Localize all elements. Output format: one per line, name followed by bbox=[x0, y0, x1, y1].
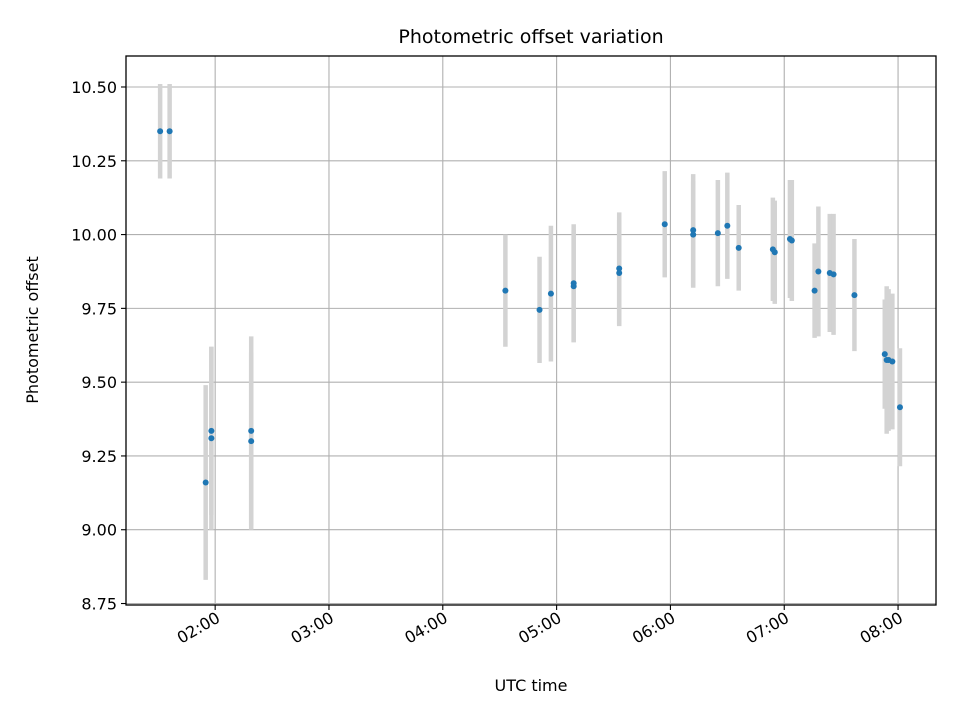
data-point bbox=[570, 283, 577, 290]
data-point bbox=[896, 404, 903, 411]
data-point bbox=[881, 351, 888, 358]
data-point bbox=[536, 306, 543, 313]
data-point bbox=[771, 249, 778, 256]
plot-frame bbox=[125, 55, 937, 606]
y-axis: 8.75 9.00 9.25 9.50 9.75 10.00 10.25 10.50 bbox=[71, 78, 126, 614]
data-point bbox=[208, 427, 215, 434]
x-tick-label: 04:00 bbox=[401, 608, 450, 648]
data-point bbox=[690, 227, 697, 234]
data-point bbox=[166, 128, 173, 135]
data-point bbox=[157, 128, 164, 135]
data-point bbox=[616, 269, 623, 276]
y-tick-label: 9.50 bbox=[81, 373, 117, 392]
data-point bbox=[661, 221, 668, 228]
error-bars bbox=[157, 84, 903, 580]
data-point bbox=[690, 231, 697, 238]
data-points bbox=[157, 128, 903, 486]
x-tick-label: 06:00 bbox=[629, 608, 678, 648]
x-axis-label: UTC time bbox=[495, 676, 568, 695]
x-tick-label: 02:00 bbox=[174, 608, 223, 648]
data-point bbox=[547, 290, 554, 297]
data-point bbox=[502, 287, 509, 294]
y-tick-label: 9.25 bbox=[81, 447, 117, 466]
data-point bbox=[724, 222, 731, 229]
y-tick-label: 10.50 bbox=[71, 78, 117, 97]
x-axis: 02:00 03:00 04:00 05:00 06:00 07:00 08:00 bbox=[174, 605, 906, 648]
grid bbox=[126, 56, 936, 605]
data-point bbox=[208, 435, 215, 442]
data-point bbox=[616, 265, 623, 272]
y-tick-label: 9.75 bbox=[81, 299, 117, 318]
data-point bbox=[714, 230, 721, 237]
data-point bbox=[202, 479, 209, 486]
x-tick-label: 07:00 bbox=[743, 608, 792, 648]
data-point bbox=[788, 237, 795, 244]
x-tick-label: 03:00 bbox=[288, 608, 337, 648]
data-point bbox=[248, 438, 255, 445]
y-tick-label: 8.75 bbox=[81, 595, 117, 614]
data-point bbox=[889, 358, 896, 365]
y-tick-label: 9.00 bbox=[81, 521, 117, 540]
data-point bbox=[811, 287, 818, 294]
data-point bbox=[248, 427, 255, 434]
y-tick-label: 10.25 bbox=[71, 152, 117, 171]
y-tick-label: 10.00 bbox=[71, 226, 117, 245]
chart-title: Photometric offset variation bbox=[398, 26, 663, 48]
y-axis-label: Photometric offset bbox=[23, 256, 42, 404]
data-point bbox=[815, 268, 822, 275]
x-tick-label: 08:00 bbox=[857, 608, 906, 648]
data-point bbox=[851, 292, 858, 299]
data-point bbox=[830, 271, 837, 278]
x-tick-label: 05:00 bbox=[515, 608, 564, 648]
data-point bbox=[735, 244, 742, 251]
